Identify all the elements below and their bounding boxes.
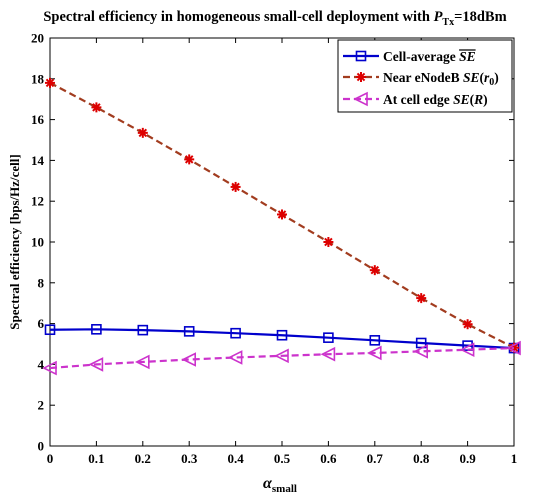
data-point — [44, 324, 56, 336]
data-point — [506, 340, 521, 356]
legend-label: At cell edge SE(R) — [383, 92, 488, 107]
data-point — [181, 352, 196, 367]
data-point — [276, 329, 288, 341]
x-tick-label: 0.7 — [367, 451, 384, 466]
data-point — [135, 354, 150, 370]
data-point — [184, 154, 195, 165]
title-symbol: P — [434, 9, 443, 25]
data-point — [320, 346, 336, 362]
legend-marker — [353, 91, 368, 107]
y-tick-label: 10 — [31, 235, 44, 250]
y-tick-label: 20 — [31, 31, 44, 46]
x-axis-label-symbol: α — [263, 475, 273, 492]
data-point — [413, 344, 429, 359]
y-tick-label: 6 — [38, 316, 45, 331]
y-tick-label: 2 — [38, 398, 45, 413]
x-axis-label-subscript: small — [272, 483, 297, 495]
y-axis-label: Spectral efficiency [bps/Hz/cell] — [7, 154, 22, 329]
data-point — [227, 350, 243, 365]
series-2 — [42, 340, 521, 376]
legend-entry-1: Near eNodeB SE(r0) — [343, 70, 499, 88]
legend-label: Cell-average SE — [383, 49, 476, 64]
series-line — [49, 346, 515, 370]
title-subscript: Tx — [442, 17, 454, 28]
legend-marker — [356, 72, 366, 82]
y-tick-label: 4 — [38, 357, 45, 372]
x-tick-label: 1 — [511, 451, 518, 466]
data-point — [274, 348, 289, 364]
data-point — [369, 265, 380, 276]
legend-label: Near eNodeB SE(r0) — [383, 70, 499, 88]
x-tick-label: 0.8 — [413, 451, 430, 466]
data-point — [459, 342, 475, 358]
y-tick-label: 0 — [38, 439, 45, 454]
y-tick-label: 16 — [31, 112, 45, 127]
data-point — [137, 127, 148, 138]
y-tick-label: 18 — [31, 71, 45, 86]
data-point — [88, 357, 104, 372]
x-tick-label: 0.5 — [274, 451, 291, 466]
legend-entry-0: Cell-average SE — [343, 49, 476, 64]
y-tick-label: 14 — [31, 153, 45, 168]
data-point — [369, 335, 381, 346]
data-point — [230, 327, 241, 339]
series-layer — [42, 77, 521, 376]
data-point — [323, 237, 334, 247]
legend-marker — [355, 50, 367, 62]
x-tick-label: 0.9 — [459, 451, 476, 466]
series-1 — [45, 77, 519, 353]
y-tick-label: 8 — [38, 275, 45, 290]
data-point — [137, 324, 149, 336]
x-axis-label: αsmall — [263, 475, 297, 495]
data-point — [462, 319, 473, 330]
data-point — [323, 332, 334, 343]
data-point — [416, 293, 427, 304]
data-point — [277, 209, 287, 220]
title-prefix: Spectral efficiency in homogeneous small… — [43, 9, 433, 25]
x-tick-label: 0.3 — [181, 451, 198, 466]
data-point — [367, 345, 382, 361]
x-tick-label: 0.4 — [227, 451, 244, 466]
legend: Cell-average SE Near eNodeB SE(r0) At cell… — [337, 39, 513, 113]
x-tick-label: 0.6 — [320, 451, 337, 466]
data-point — [42, 360, 57, 376]
series-line — [49, 328, 515, 350]
y-tick-label: 12 — [31, 194, 44, 209]
x-tick-label: 0.1 — [88, 451, 104, 466]
data-point — [91, 102, 102, 113]
data-point — [91, 324, 102, 335]
axis-ticks: 0 0.1 0.2 0.3 0.4 0.5 0.6 0.7 0.8 0.9 102468101214… — [31, 31, 517, 467]
x-tick-label: 0 — [47, 451, 54, 466]
data-point — [183, 326, 195, 337]
legend-entry-2: At cell edge SE(R) — [343, 91, 488, 107]
data-point — [45, 77, 55, 88]
title-suffix: =18dBm — [454, 9, 507, 25]
chart-title: Spectral efficiency in homogeneous small… — [43, 9, 506, 28]
x-tick-label: 0.2 — [135, 451, 151, 466]
data-point — [230, 181, 241, 192]
